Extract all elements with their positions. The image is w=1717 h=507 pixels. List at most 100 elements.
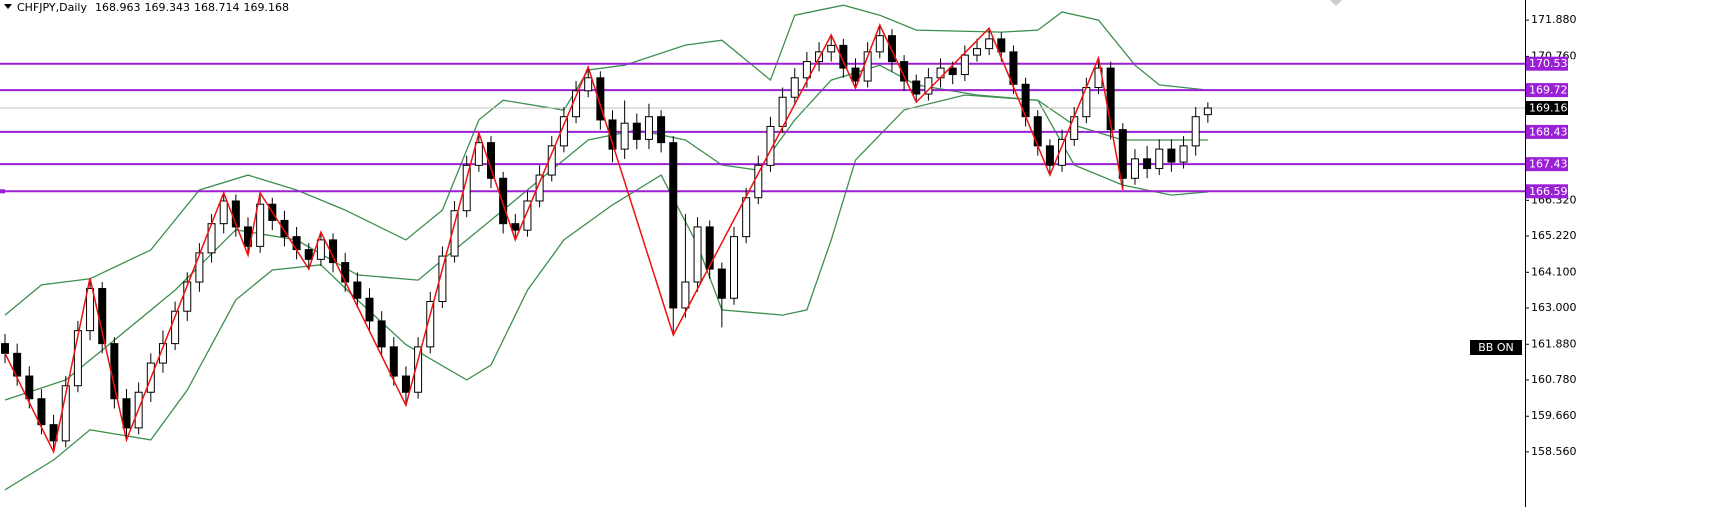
symbol-title: CHFJPY,Daily <box>17 1 87 14</box>
candle-body <box>669 142 678 309</box>
candle-body <box>1045 145 1054 166</box>
open-value: 168.963 <box>95 1 141 14</box>
level-label-box <box>1526 124 1568 139</box>
candle-body <box>292 236 301 251</box>
candle-body <box>37 398 46 426</box>
candle-body <box>1167 148 1176 163</box>
candle-body <box>377 320 386 348</box>
level-label-box <box>1526 83 1568 98</box>
candle-body <box>1203 107 1212 116</box>
candle-body <box>73 330 82 387</box>
candle-body <box>474 142 483 166</box>
level-label-box <box>1526 184 1568 199</box>
candle-body <box>122 398 131 429</box>
candle-body <box>316 239 325 260</box>
candle-body <box>875 35 884 53</box>
candle-body <box>1106 67 1115 131</box>
candle-body <box>13 352 22 377</box>
current-price-label: 169.168 <box>1529 102 1575 115</box>
candle-body <box>219 200 228 225</box>
candle-body <box>839 44 848 69</box>
candle-body <box>389 346 398 377</box>
candle-body <box>1009 51 1018 85</box>
candle-body <box>681 281 690 309</box>
candle-body <box>973 48 981 56</box>
candle-body <box>158 343 167 364</box>
candle-body <box>1143 158 1152 170</box>
candle-body <box>1155 148 1164 170</box>
bb-label: BB ON <box>1478 341 1513 354</box>
candle-body <box>948 67 957 76</box>
candle-body <box>985 38 994 50</box>
high-value: 169.343 <box>144 1 190 14</box>
candle-body <box>341 262 350 283</box>
close-value: 169.168 <box>243 1 289 14</box>
candle-body <box>1179 145 1188 163</box>
candle-body <box>936 67 945 79</box>
candle-body <box>304 249 313 260</box>
level-label: 169.721 <box>1529 84 1575 97</box>
y-tick-label: 158.560 <box>1531 445 1577 458</box>
candle-body <box>887 35 896 63</box>
candle-body <box>851 67 860 82</box>
candle-body <box>195 252 204 283</box>
y-tick-label: 165.220 <box>1531 229 1577 242</box>
candle-body <box>183 281 192 312</box>
zigzag-line <box>4 23 1124 455</box>
candle-body <box>1118 129 1127 179</box>
candle-body <box>1191 116 1200 147</box>
candle-body <box>171 310 180 345</box>
bollinger-band <box>4 94 1208 491</box>
candle-body <box>790 77 799 98</box>
current-price-box <box>1526 101 1568 116</box>
level-label: 168.431 <box>1529 125 1575 138</box>
menu-arrow[interactable] <box>4 4 12 9</box>
candle-body <box>997 38 1006 53</box>
candle-body <box>705 226 714 270</box>
candle-body <box>960 54 969 76</box>
chart-header: CHFJPY,Daily 168.963 169.343 168.714 169.168 <box>17 1 289 14</box>
candle-body <box>657 116 666 144</box>
y-tick-label: 164.100 <box>1531 265 1577 278</box>
candle-body <box>802 61 811 79</box>
plot-area <box>0 4 1525 491</box>
candle-body <box>535 174 544 202</box>
bollinger-band <box>4 4 1208 316</box>
level-label: 167.436 <box>1529 158 1575 171</box>
candle-body <box>86 288 95 332</box>
y-tick-label: 171.880 <box>1531 13 1577 26</box>
candle-body <box>462 164 471 212</box>
candle-body <box>827 44 836 53</box>
candle-body <box>401 375 410 393</box>
candle-body <box>426 300 435 348</box>
candle-body <box>766 125 775 166</box>
candle-body <box>742 197 751 238</box>
candle-body <box>25 375 34 400</box>
level-label: 170.535 <box>1529 57 1575 70</box>
candle-body <box>414 346 423 393</box>
candle-body <box>632 122 641 140</box>
candle-body <box>1070 116 1079 140</box>
candle-body <box>717 268 726 299</box>
y-tick-label: 161.880 <box>1531 337 1577 350</box>
candle-body <box>584 77 593 92</box>
candle-body <box>912 80 921 95</box>
y-tick-label: 159.660 <box>1531 409 1577 422</box>
y-tick-label: 163.000 <box>1531 301 1577 314</box>
candle-body <box>644 116 653 140</box>
level-label: 166.599 <box>1529 185 1575 198</box>
shift-marker <box>1330 0 1342 6</box>
candle-body <box>523 200 532 231</box>
level-label-box <box>1526 157 1568 172</box>
candle-body <box>596 77 605 121</box>
candle-body <box>353 281 362 299</box>
candle-body <box>511 223 520 231</box>
candle-body <box>693 226 702 283</box>
candle-body <box>438 255 447 302</box>
candle-body <box>1 343 9 354</box>
level-label-box <box>1526 56 1568 71</box>
candle-body <box>1130 158 1139 179</box>
candle-body <box>900 61 909 82</box>
candle-body <box>450 210 459 257</box>
